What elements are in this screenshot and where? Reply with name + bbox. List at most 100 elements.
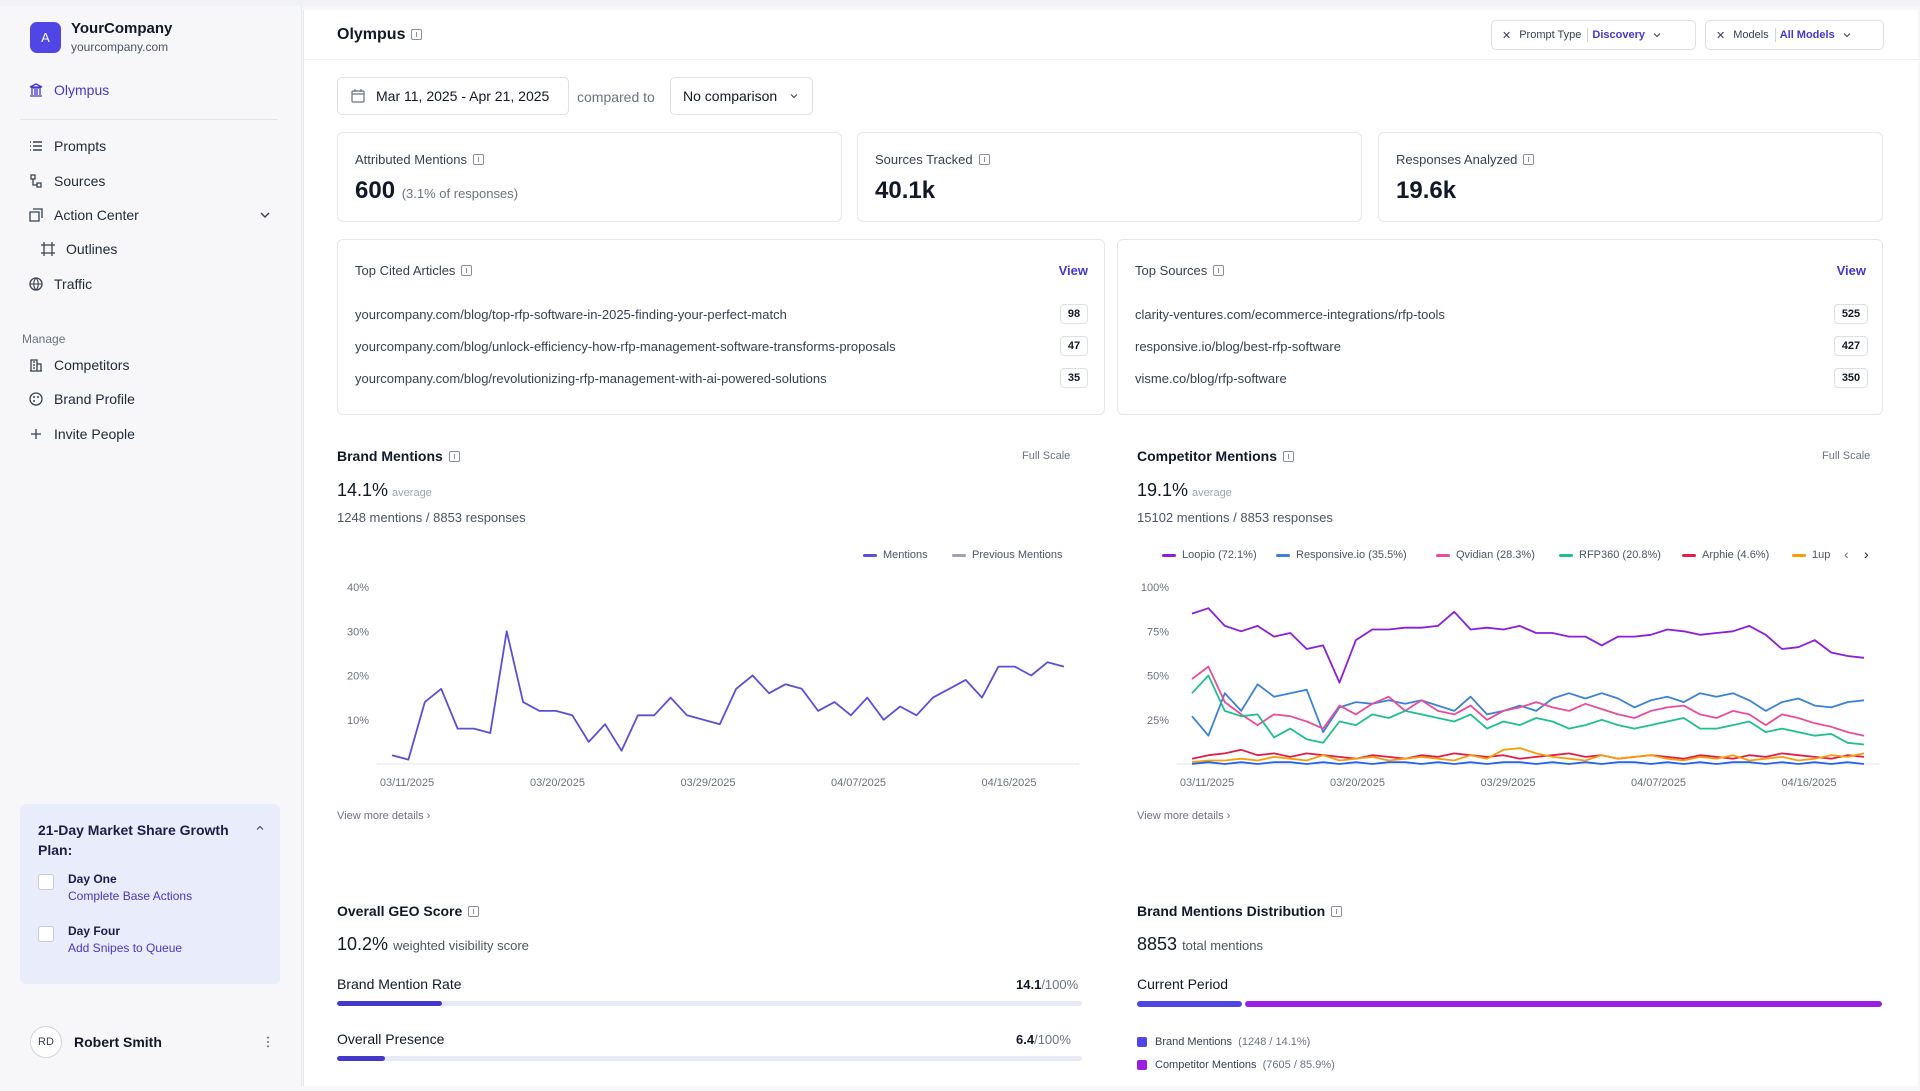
- sidebar-item-competitors[interactable]: Competitors: [28, 357, 273, 373]
- stat-label: Attributed Mentions: [355, 152, 485, 167]
- company-logo: A: [30, 21, 61, 53]
- legend-prev-button[interactable]: ‹: [1844, 546, 1849, 562]
- overall-presence-bar: [337, 1056, 1082, 1061]
- sidebar-item-brand-profile[interactable]: Brand Profile: [28, 391, 273, 407]
- x-tick-label: 03/11/2025: [1180, 777, 1234, 789]
- full-scale-toggle[interactable]: Full Scale: [1022, 450, 1071, 462]
- legend-arphie[interactable]: Arphie (4.6%): [1682, 549, 1769, 561]
- plan-item[interactable]: Day Four Add Snipes to Queue: [38, 924, 182, 955]
- chevron-down-icon: [1843, 33, 1851, 38]
- series-line-2: [1191, 665, 1865, 737]
- series-line-0: [1191, 607, 1865, 684]
- article-link[interactable]: yourcompany.com/blog/top-rfp-software-in…: [355, 307, 787, 322]
- close-icon[interactable]: ✕: [1716, 29, 1726, 42]
- user-menu[interactable]: RD Robert Smith: [30, 1026, 275, 1058]
- info-icon[interactable]: [473, 154, 485, 165]
- layers-icon: [29, 208, 43, 222]
- company-domain: yourcompany.com: [71, 40, 169, 54]
- sidebar-item-traffic[interactable]: Traffic: [28, 276, 273, 292]
- plan-task: Add Snipes to Queue: [68, 941, 183, 955]
- metric-label: Overall Presence: [337, 1031, 445, 1047]
- y-tick-label: 40%: [347, 582, 369, 594]
- view-more-details-link[interactable]: View more details ›: [337, 810, 431, 822]
- info-icon[interactable]: [468, 906, 480, 917]
- prompt-type-filter[interactable]: ✕ Prompt Type Discovery: [1491, 20, 1696, 50]
- legend-mentions[interactable]: Mentions: [863, 549, 928, 561]
- view-articles-link[interactable]: View: [1058, 263, 1088, 278]
- more-vertical-icon[interactable]: [261, 1035, 275, 1049]
- legend-next-button[interactable]: ›: [1864, 546, 1869, 562]
- legend-rfp360[interactable]: RFP360 (20.8%): [1559, 549, 1661, 561]
- date-range-picker[interactable]: Mar 11, 2025 - Apr 21, 2025: [337, 77, 569, 115]
- plan-item[interactable]: Day One Complete Base Actions: [38, 872, 192, 903]
- article-link[interactable]: yourcompany.com/blog/unlock-efficiency-h…: [355, 339, 896, 354]
- sidebar-item-label: Prompts: [54, 138, 107, 154]
- info-icon[interactable]: [1331, 906, 1343, 917]
- full-scale-toggle[interactable]: Full Scale: [1822, 450, 1871, 462]
- models-filter[interactable]: ✕ Models All Models: [1705, 20, 1884, 50]
- competitor-mentions-chart: 100% 75% 50% 25% 03/11/2025 03/20/2025 03/29/2…: [1141, 582, 1879, 789]
- legend-loopio[interactable]: Loopio (72.1%): [1162, 549, 1257, 561]
- legend-1up[interactable]: 1up (3.1%): [1792, 549, 1832, 561]
- date-range-value: Mar 11, 2025 - Apr 21, 2025: [376, 88, 550, 104]
- stat-value: 40.1k: [875, 177, 936, 204]
- info-icon[interactable]: [448, 451, 460, 462]
- y-tick-label: 75%: [1147, 626, 1169, 638]
- info-icon[interactable]: [461, 265, 473, 276]
- chevron-down-icon: [790, 94, 798, 99]
- article-count: 98: [1060, 304, 1088, 324]
- plan-task: Complete Base Actions: [68, 889, 193, 903]
- sidebar-item-action-center[interactable]: Action Center: [28, 207, 273, 223]
- brand-mention-rate-bar: [337, 1001, 1082, 1006]
- info-icon[interactable]: [978, 154, 990, 165]
- brand-mentions-title: Brand Mentions: [337, 448, 460, 464]
- series-line-5: [1191, 747, 1865, 764]
- company-name: YourCompany: [71, 20, 173, 37]
- period-label: Current Period: [1137, 976, 1229, 992]
- article-link[interactable]: yourcompany.com/blog/revolutionizing-rfp…: [355, 371, 827, 386]
- top-cited-articles-card: Top Cited Articles View yourcompany.com/…: [337, 239, 1105, 415]
- chevron-down-icon[interactable]: [257, 207, 273, 223]
- competitor-legend: Loopio (72.1%) Responsive.io (35.5%) Qvi…: [1162, 549, 1832, 565]
- sidebar-item-prompts[interactable]: Prompts: [28, 138, 273, 154]
- building-icon: [30, 359, 42, 372]
- plan-day: Day Four: [68, 924, 121, 938]
- y-tick-label: 25%: [1147, 715, 1169, 727]
- plan-checkbox[interactable]: [38, 874, 54, 890]
- info-icon[interactable]: [411, 29, 423, 40]
- legend-competitor-mentions: Competitor Mentions (7605 / 85.9%): [1137, 1059, 1335, 1071]
- view-sources-link[interactable]: View: [1836, 263, 1866, 278]
- y-tick-label: 100%: [1141, 582, 1169, 594]
- source-count: 350: [1834, 368, 1868, 388]
- sidebar-item-olympus[interactable]: Olympus: [28, 82, 273, 98]
- info-icon[interactable]: [1213, 265, 1225, 276]
- filter-value: Discovery: [1592, 29, 1645, 41]
- view-more-details-link[interactable]: View more details ›: [1137, 810, 1231, 822]
- x-tick-label: 04/07/2025: [1631, 777, 1686, 789]
- sidebar-item-outlines[interactable]: Outlines: [40, 241, 285, 257]
- growth-plan-card: 21-Day Market Share Growth Plan: Day One…: [20, 804, 280, 984]
- company-switcher[interactable]: A YourCompany yourcompany.com: [30, 20, 172, 54]
- stat-card-responses-analyzed: Responses Analyzed 19.6k: [1378, 132, 1883, 222]
- sidebar-item-invite-people[interactable]: Invite People: [28, 426, 273, 442]
- plan-checkbox[interactable]: [38, 926, 54, 942]
- geo-score-title: Overall GEO Score: [337, 903, 480, 919]
- geo-score-value: 10.2% weighted visibility score: [337, 934, 529, 954]
- sidebar-item-sources[interactable]: Sources: [28, 173, 273, 189]
- sidebar-item-label: Brand Profile: [54, 391, 135, 407]
- source-link[interactable]: visme.co/blog/rfp-software: [1135, 371, 1287, 386]
- comparison-select[interactable]: No comparison: [670, 77, 813, 115]
- info-icon[interactable]: [1283, 451, 1294, 462]
- legend-qvidian[interactable]: Qvidian (28.3%): [1436, 549, 1535, 561]
- card-title: Top Sources: [1135, 263, 1225, 278]
- chevron-up-icon[interactable]: [254, 822, 266, 834]
- globe-icon: [29, 277, 43, 291]
- legend-responsive[interactable]: Responsive.io (35.5%): [1276, 549, 1407, 561]
- info-icon[interactable]: [1523, 154, 1535, 165]
- x-tick-label: 03/20/2025: [1330, 777, 1385, 789]
- legend-previous-mentions[interactable]: Previous Mentions: [952, 549, 1063, 561]
- close-icon[interactable]: ✕: [1502, 29, 1512, 42]
- source-link[interactable]: clarity-ventures.com/ecommerce-integrati…: [1135, 307, 1445, 322]
- source-link[interactable]: responsive.io/blog/best-rfp-software: [1135, 339, 1341, 354]
- x-tick-label: 03/29/2025: [1480, 777, 1535, 789]
